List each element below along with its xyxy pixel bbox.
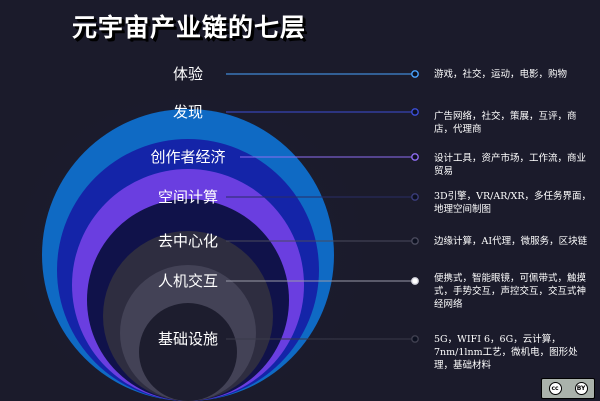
leader-dot-7: [411, 335, 419, 343]
layer-label-1: 体验: [173, 65, 203, 83]
layer-label-2: 发现: [173, 103, 203, 121]
layer-description-6: 便携式，智能眼镜，可佩带式，触摸式，手势交互，声控交互，交互式神经网络: [434, 273, 587, 310]
leader-dot-5: [411, 237, 419, 245]
leader-dot-3: [411, 153, 419, 161]
layer-description-5: 边缘计算，AI代理，微服务，区块链: [434, 236, 588, 247]
leader-dot-6: [411, 277, 419, 285]
layer-label-4: 空间计算: [158, 188, 218, 206]
layer-label-6: 人机交互: [158, 272, 218, 290]
leader-dot-2: [411, 108, 419, 116]
layer-description-1: 游戏，社交，运动，电影，购物: [434, 69, 568, 80]
layer-description-3: 设计工具，资产市场，工作流，商业贸易: [434, 153, 587, 177]
layer-description-2: 广告网络，社交，策展，互评，商店，代理商: [434, 111, 577, 135]
cc-license-badge: cc BY: [541, 378, 595, 399]
creative-commons-icon: cc: [548, 382, 562, 395]
layer-circle-7: [139, 303, 237, 401]
page-title: 元宇宙产业链的七层: [72, 13, 307, 42]
attribution-icon: BY: [574, 382, 588, 395]
layer-label-7: 基础设施: [158, 330, 218, 348]
leader-dot-4: [411, 193, 419, 201]
layer-description-4: 3D引擎，VR/AR/XR，多任务界面，地理空间制图: [434, 191, 592, 215]
layer-label-3: 创作者经济: [150, 148, 225, 166]
layer-label-5: 去中心化: [158, 232, 218, 250]
leader-dot-1: [411, 70, 419, 78]
layer-description-7: 5G，WIFI 6，6G，云计算，7nm/1lnm工艺，微机电，图形处理，基础材…: [434, 334, 578, 371]
